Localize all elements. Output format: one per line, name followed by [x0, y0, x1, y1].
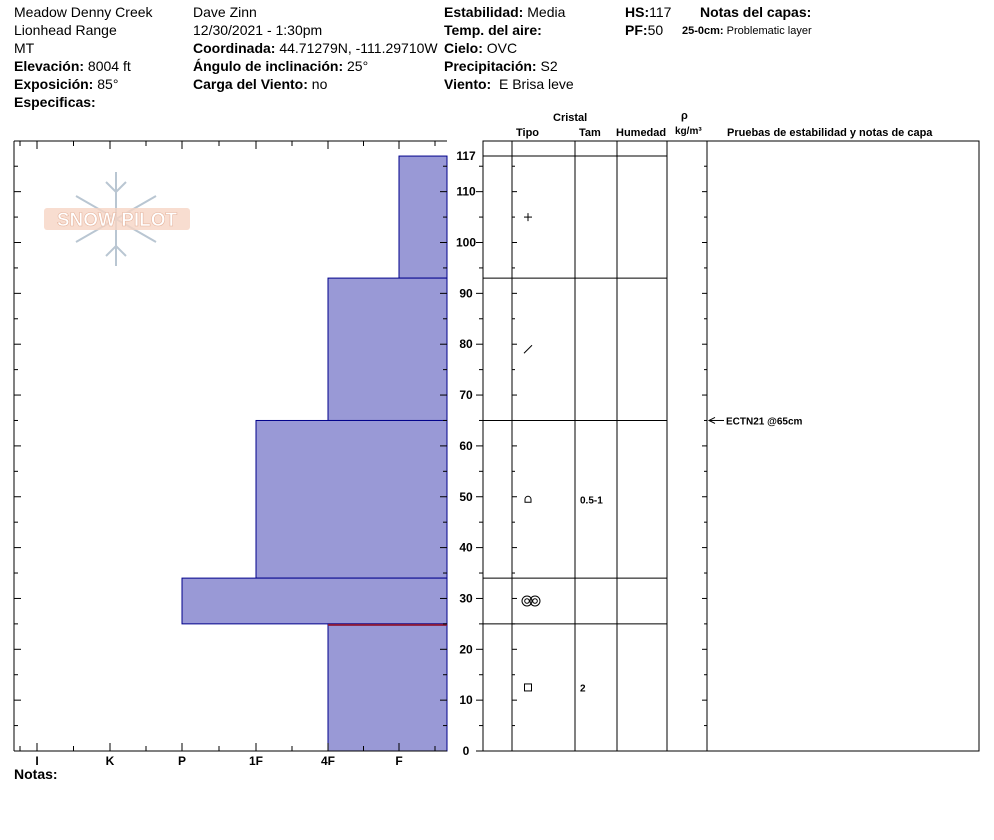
hardness-bar — [398, 155, 448, 279]
sky-label: Cielo: — [444, 40, 483, 56]
hardness-bar — [327, 277, 448, 421]
location-name: Meadow Denny Creek — [14, 4, 153, 20]
stability-label: Estabilidad: — [444, 4, 524, 20]
tests-header: Pruebas de estabilidad y notas de capa — [727, 127, 933, 139]
coordinate-row: Coordinada: 44.71279N, -111.29710W — [193, 40, 438, 57]
specifics-label: Especificas: — [14, 94, 96, 110]
elevation-label: Elevación: — [14, 58, 85, 74]
hs-value: 117 — [649, 4, 672, 20]
observation-datetime: 12/30/2021 - 1:30pm — [193, 22, 323, 38]
hs-row: HS:117 — [625, 4, 671, 21]
elevation-row: Elevación: 8004 ft — [14, 58, 131, 75]
aspect-value: 85° — [97, 76, 119, 92]
hardness-label: F — [395, 754, 402, 768]
crystal-size: 2 — [580, 683, 586, 694]
melt-form-icon — [532, 598, 538, 604]
pf-row: PF:50 — [625, 22, 663, 39]
state-name: MT — [14, 40, 35, 56]
moisture-header: Humedad — [616, 127, 667, 139]
decomposing-particle-icon — [523, 344, 533, 354]
depth-label: 100 — [456, 236, 476, 250]
aspect-label: Exposición: — [14, 76, 94, 92]
layer-notes-label: Notas del capas: — [700, 4, 812, 20]
depth-label: 0 — [463, 744, 470, 758]
crystal-header: Cristal — [553, 112, 588, 124]
hardness-label: 1F — [249, 754, 263, 768]
coordinate-label: Coordinada: — [193, 40, 276, 56]
stability-value: Media — [527, 4, 566, 20]
sky-value: OVC — [486, 40, 518, 56]
crystal-type-+-icon — [524, 213, 532, 222]
wind-load-label: Carga del Viento: — [193, 76, 308, 92]
depth-label: 70 — [459, 388, 473, 402]
hardness-label: P — [178, 754, 186, 768]
pf-value: 50 — [647, 22, 664, 38]
depth-label: 40 — [459, 541, 473, 555]
hardness-label: I — [35, 754, 38, 768]
faceted-crystal-icon — [524, 683, 532, 692]
size-header: Tam — [579, 127, 601, 139]
stability-row: Estabilidad: Media — [444, 4, 565, 21]
crystal-type-/-icon — [523, 344, 533, 354]
slope-value: 25° — [347, 58, 369, 74]
rounded-grain-icon — [524, 495, 532, 503]
depth-label-top: 117 — [456, 149, 476, 163]
depth-label: 10 — [459, 693, 473, 707]
slope-label: Ángulo de inclinación: — [193, 58, 344, 74]
crystal-type-double-circle-icon — [521, 595, 541, 607]
notes-label: Notas: — [14, 766, 58, 782]
melt-form-icon — [524, 598, 530, 604]
rho-header: ρ — [681, 110, 688, 122]
hs-label: HS: — [625, 4, 650, 20]
depth-label: 60 — [459, 439, 473, 453]
hardness-label: 4F — [321, 754, 335, 768]
depth-label: 30 — [459, 591, 473, 605]
stability-test-label: ECTN21 @65cm — [726, 416, 803, 427]
layer-note-text: Problematic layer — [726, 25, 812, 37]
wind-label: Viento: — [444, 76, 492, 92]
test-arrow-icon — [707, 417, 716, 424]
depth-label: 80 — [459, 337, 473, 351]
hardness-bar — [327, 623, 448, 752]
pf-label: PF: — [625, 22, 648, 38]
coordinate-value: 44.71279N, -111.29710W — [279, 40, 438, 56]
depth-label: 20 — [459, 642, 473, 656]
crystal-type-square-icon — [524, 683, 532, 692]
elevation-value: 8004 ft — [87, 58, 131, 74]
wind-value: E Brisa leve — [498, 76, 574, 92]
precip-row: Precipitación: S2 — [444, 58, 558, 75]
melt-form-icon — [529, 595, 541, 607]
slope-row: Ángulo de inclinación: 25° — [193, 58, 368, 75]
wind-load-value: no — [311, 76, 328, 92]
hardness-label: K — [106, 754, 115, 768]
depth-label: 90 — [459, 286, 473, 300]
wind-row: Viento: E Brisa leve — [444, 76, 574, 93]
sky-row: Cielo: OVC — [444, 40, 517, 57]
depth-label: 110 — [456, 185, 476, 199]
precip-label: Precipitación: — [444, 58, 537, 74]
layer-table-frame — [482, 140, 980, 752]
type-header: Tipo — [516, 127, 540, 139]
crystal-size: 0.5-1 — [580, 495, 603, 506]
hardness-bar — [255, 419, 448, 579]
layer-note-depth: 25-0cm: — [682, 25, 724, 37]
layer-note-row: 25-0cm: Problematic layer — [682, 23, 812, 40]
depth-label: 50 — [459, 490, 473, 504]
hardness-bar — [181, 577, 448, 625]
aspect-row: Exposición: 85° — [14, 76, 118, 93]
crystal-type-rounded-icon — [524, 495, 532, 503]
melt-form-icon — [521, 595, 533, 607]
wind-load-row: Carga del Viento: no — [193, 76, 327, 93]
density-unit-header: kg/m³ — [675, 126, 702, 137]
observer-name: Dave Zinn — [193, 4, 257, 20]
air-temp-label: Temp. del aire: — [444, 22, 542, 38]
precip-value: S2 — [540, 58, 558, 74]
range-name: Lionhead Range — [14, 22, 117, 38]
